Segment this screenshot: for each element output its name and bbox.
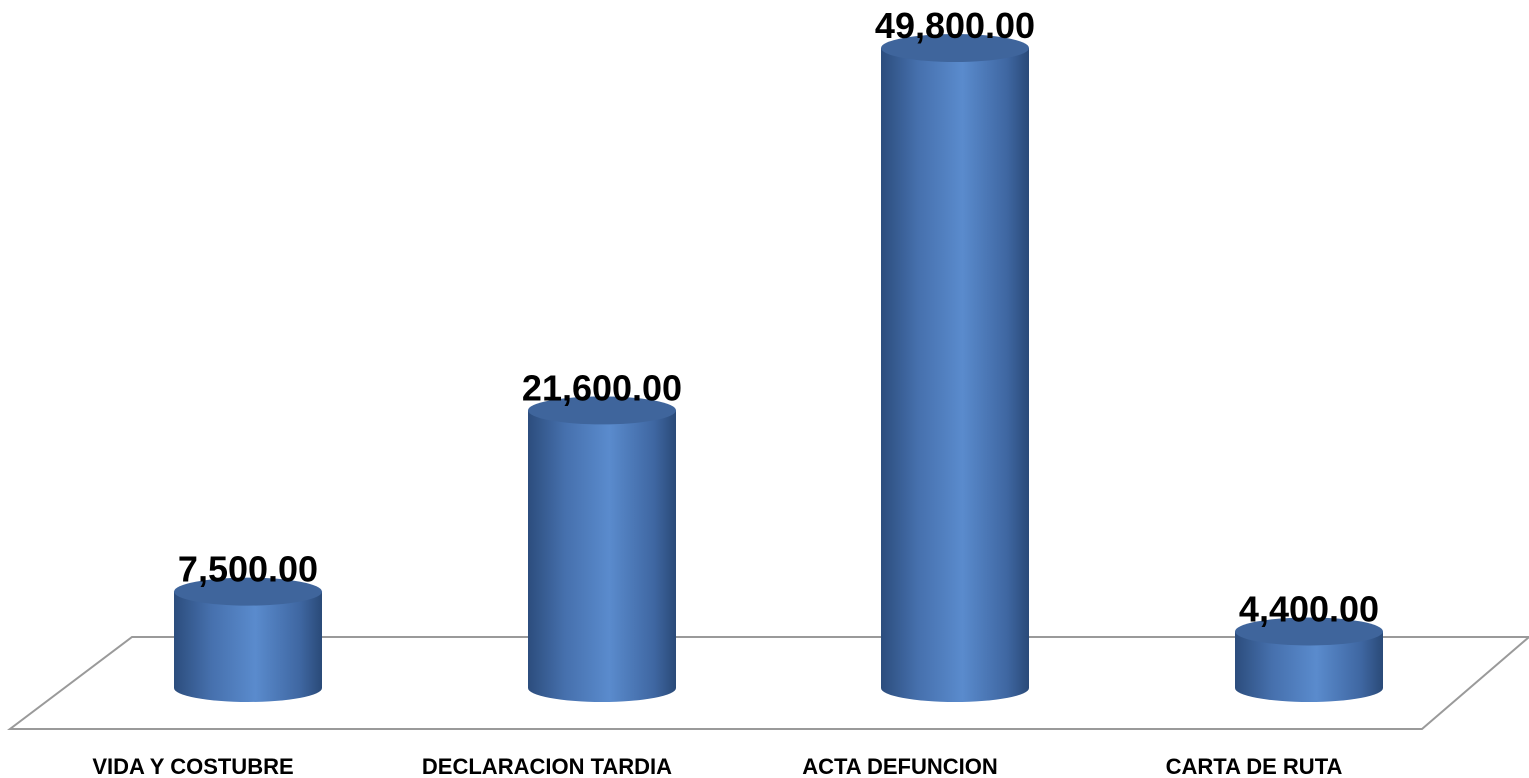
cylinder-top xyxy=(528,396,676,425)
x-tick-label: VIDA Y COSTUBRE xyxy=(92,754,293,778)
cylinder-body xyxy=(528,410,676,702)
cylinder-body xyxy=(881,48,1029,702)
cylinder-body xyxy=(174,591,322,702)
cylinder-body xyxy=(1235,631,1383,702)
value-label: 7,500.00 xyxy=(178,549,318,590)
x-tick-label: ACTA DEFUNCION xyxy=(802,754,998,778)
x-tick-label: DECLARACION TARDIA xyxy=(422,754,672,778)
cylinder-top xyxy=(174,577,322,606)
value-label: 49,800.00 xyxy=(875,5,1035,46)
cylinder-top xyxy=(1235,617,1383,646)
x-tick-label: CARTA DE RUTA xyxy=(1166,754,1343,778)
value-label: 4,400.00 xyxy=(1239,588,1379,629)
floor xyxy=(7,636,1529,730)
cylinder-top xyxy=(881,34,1029,62)
value-label: 21,600.00 xyxy=(522,367,682,408)
